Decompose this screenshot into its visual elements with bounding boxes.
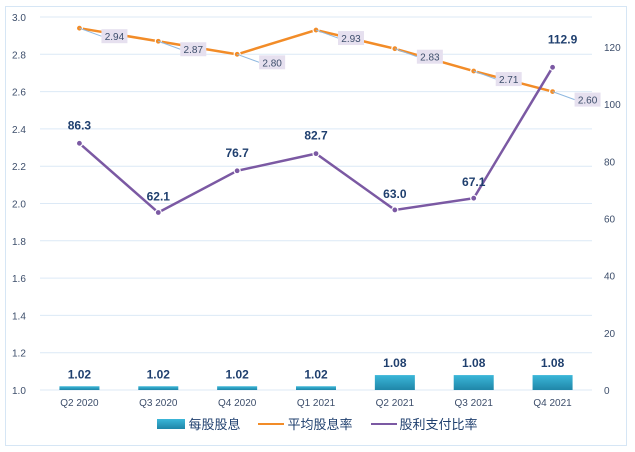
y-left-tick-label: 2.4 [12,125,26,136]
line-point [154,208,162,217]
y-right-tick-label: 0 [604,386,610,397]
y-right-tick-label: 60 [604,215,616,226]
line-data-label: 63.0 [383,187,407,201]
x-tick-label: Q1 2021 [297,398,336,409]
line-data-label: 112.9 [548,32,578,46]
line-point [391,206,399,214]
y-left-tick-label: 2.8 [12,50,26,61]
bar-data-label: 1.02 [68,367,92,381]
legend-line-swatch [370,422,397,425]
x-tick-label: Q3 2020 [139,398,178,409]
label-box [180,42,207,57]
label-box [259,55,286,70]
y-left-tick-label: 2.6 [12,88,26,99]
label-box [416,49,443,64]
line-point [75,139,84,147]
y-left-tick-label: 3.0 [12,13,26,24]
bar-data-label: 1.08 [383,356,407,370]
label-leader [394,48,418,58]
bar [59,386,100,390]
line-data-label: 2.60 [578,96,598,107]
label-leader [158,40,181,50]
chart-frame [5,6,627,446]
y-left-tick-label: 1.8 [12,237,26,248]
x-tick-label: Q2 2021 [376,398,415,409]
y-left-tick-label: 1.4 [12,311,26,322]
label-leader [473,70,496,80]
x-tick-label: Q3 2021 [455,398,494,409]
label-box [574,92,601,107]
yield-line [79,26,553,93]
line-point [233,167,241,175]
y-right-tick-label: 40 [604,272,616,283]
x-tick-label: Q4 2021 [533,398,572,409]
bar-data-label: 1.02 [147,367,171,381]
line-data-label: 86.3 [68,118,92,132]
label-leader [552,91,575,101]
y-left-tick-label: 2.2 [12,162,26,173]
bar-data-label: 1.08 [541,356,565,370]
bar [296,386,336,390]
bar-data-label: 1.08 [462,356,486,370]
bar [138,386,179,390]
y-right-tick-label: 120 [604,43,621,54]
line-data-label: 62.1 [147,190,171,204]
line-data-label: 67.1 [462,175,486,189]
bar-data-label: 1.02 [225,367,249,381]
label-leader [315,29,339,39]
bar [453,375,494,390]
y-right-tick-label: 80 [604,157,616,168]
label-leader [236,53,260,63]
legend-bar-swatch [157,418,186,429]
line-point [470,194,478,202]
legend: 每股股息 平均股息率 股利支付比率 [0,414,635,433]
legend-item-dividend[interactable]: 每股股息 [157,414,240,433]
line-data-label: 2.87 [184,45,204,56]
legend-item-payout[interactable]: 股利支付比率 [370,414,478,433]
label-box [338,31,364,46]
line-data-label: 76.7 [225,146,249,160]
bar [532,375,573,390]
y-left-tick-label: 2.0 [12,200,26,211]
line-data-label: 82.7 [304,129,328,143]
y-left-tick-label: 1.6 [12,274,26,285]
line-data-label: 2.83 [420,53,440,64]
line-data-label: 2.94 [105,32,125,43]
y-right-tick-label: 100 [604,100,621,111]
bar [217,386,258,390]
bar [374,375,415,390]
label-leader [79,27,102,37]
bar-data-label: 1.02 [304,367,328,381]
y-left-tick-label: 1.2 [12,349,26,360]
y-right-tick-label: 20 [604,329,616,340]
legend-line-swatch [258,422,285,425]
legend-item-yield[interactable]: 平均股息率 [258,414,353,433]
x-tick-label: Q4 2020 [218,398,257,409]
label-box [101,29,128,44]
y-left-tick-label: 1.0 [12,386,26,397]
line-point [548,63,557,71]
label-box [495,72,522,87]
line-point [312,150,320,158]
x-tick-label: Q2 2020 [60,398,99,409]
line-data-label: 2.80 [262,58,282,69]
line-data-label: 2.71 [499,75,519,86]
line-data-label: 2.93 [341,34,361,45]
